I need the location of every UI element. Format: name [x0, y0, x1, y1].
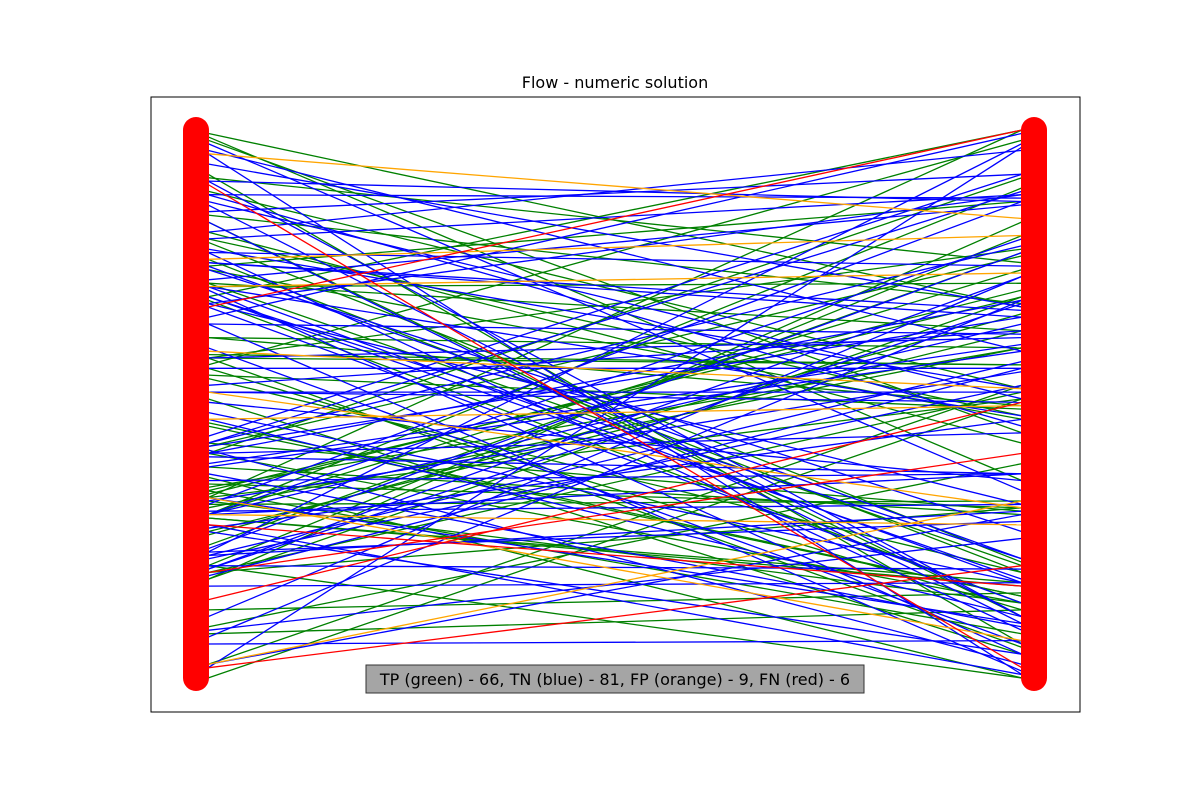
flow-line-tn: [207, 513, 1023, 666]
flow-line-tn: [207, 296, 1023, 580]
flow-line-fp: [207, 513, 1023, 526]
node-columns: [183, 117, 1047, 691]
flow-line-fp: [207, 391, 1023, 509]
flow-line-tn: [207, 238, 1023, 516]
flow-line-tn: [207, 336, 1023, 359]
flow-line-tp: [207, 452, 1023, 604]
flow-line-tp: [207, 282, 1023, 332]
flow-line-tn: [207, 473, 1023, 482]
flow-line-tn: [207, 639, 1023, 645]
flow-line-fn: [207, 565, 1023, 669]
flow-line-tn: [207, 194, 1023, 240]
flow-line-tp: [207, 139, 1023, 366]
flow-line-tn: [207, 173, 1023, 437]
chart-title: Flow - numeric solution: [522, 73, 708, 92]
summary-legend: TP (green) - 66, TN (blue) - 81, FP (ora…: [365, 664, 865, 694]
flow-lines: [207, 129, 1023, 679]
flow-line-tp: [207, 398, 1023, 679]
flow-line-tn: [207, 245, 1023, 444]
flow-line-tn: [207, 496, 1023, 625]
legend-summary-text: TP (green) - 66, TN (blue) - 81, FP (ora…: [379, 670, 850, 689]
flow-line-tn: [207, 456, 1023, 475]
flow-line-tn: [207, 306, 1023, 604]
flow-line-tp: [207, 384, 1023, 666]
flow-line-tn: [207, 323, 1023, 672]
flow-line-tp: [207, 391, 1023, 574]
flow-line-tp: [207, 466, 1023, 516]
flow-line-tn: [207, 503, 1023, 512]
flow-line-tn: [207, 296, 1023, 560]
flow-line-fn: [207, 183, 1023, 669]
flow-line-tn: [207, 391, 1023, 403]
flow-line-tn: [207, 200, 1023, 400]
flow-line-tn: [207, 347, 1023, 645]
flow-line-tn: [207, 149, 1023, 352]
flow-line-fn: [207, 401, 1023, 601]
flow-line-tn: [207, 449, 1023, 666]
flow-line-tn: [207, 173, 1023, 213]
flow-line-tp: [207, 565, 1023, 679]
flow-line-fn: [207, 524, 1023, 587]
flow-line-tp: [207, 177, 1023, 455]
flow-line-tn: [207, 360, 1023, 557]
flow-line-tp: [207, 367, 1023, 611]
flow-line-tn: [207, 149, 1023, 233]
flow-line-tn: [207, 275, 1023, 570]
flow-line-tn: [207, 194, 1023, 199]
flow-line-fp: [207, 350, 1023, 390]
flow-line-tn: [207, 190, 1023, 444]
flow-line-tn: [207, 194, 1023, 305]
flow-line-tn: [207, 473, 1023, 516]
flow-line-fp: [207, 496, 1023, 642]
flow-line-fp: [207, 272, 1023, 288]
flow-line-tp: [207, 398, 1023, 499]
flow-line-tn: [207, 473, 1023, 628]
flow-line-fp: [207, 405, 1023, 420]
flow-line-tp: [207, 296, 1023, 492]
flow-line-fn: [207, 129, 1023, 308]
flow-line-tp: [207, 136, 1023, 482]
flow-line-tn: [207, 204, 1023, 618]
flow-line-tn: [207, 302, 1023, 570]
flow-line-tn: [207, 275, 1023, 618]
flow-line-tn: [207, 350, 1023, 468]
flow-line-tp: [207, 241, 1023, 563]
flow-line-tp: [207, 129, 1023, 499]
flow-line-tn: [207, 401, 1023, 482]
flow-line-fp: [207, 153, 1023, 220]
flow-line-tp: [207, 462, 1023, 628]
flow-line-tn: [207, 262, 1023, 318]
flow-line-fp: [207, 500, 1023, 666]
flow-line-tn: [207, 194, 1023, 427]
flow-line-tn: [207, 316, 1023, 448]
flow-line-tp: [207, 129, 1023, 298]
flow-line-tp: [207, 357, 1023, 649]
flow-line-tn: [207, 200, 1023, 506]
flow-line-tn: [207, 510, 1023, 557]
flow-line-tn: [207, 285, 1023, 584]
flow-line-tp: [207, 258, 1023, 574]
flow-line-tp: [207, 592, 1023, 611]
flow-line-tn: [207, 367, 1023, 577]
legend-box: [365, 664, 865, 694]
flow-line-tn: [207, 343, 1023, 465]
flow-line-tn: [207, 432, 1023, 455]
flow-line-tn: [207, 520, 1023, 553]
flow-line-tn: [207, 524, 1023, 676]
flow-line-tn: [207, 163, 1023, 308]
flow-line-tn: [207, 330, 1023, 386]
flow-line-tn: [207, 180, 1023, 618]
flow-line-fn: [207, 452, 1023, 574]
flow-line-fp: [207, 234, 1023, 260]
flow-line-tp: [207, 490, 1023, 635]
